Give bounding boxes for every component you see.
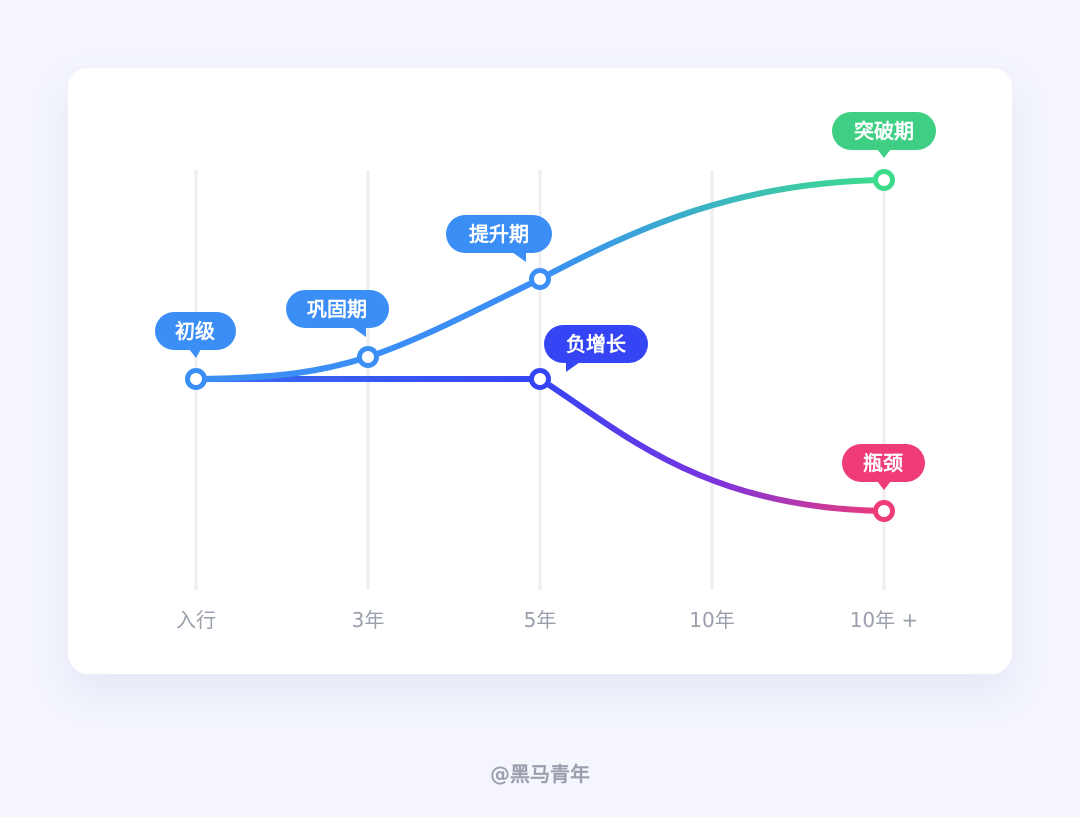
node-negative <box>529 368 551 390</box>
label-consolidate: 巩固期 <box>307 297 367 321</box>
bubble-promote: 提升期 <box>446 215 552 262</box>
node-promote <box>529 268 551 290</box>
label-promote: 提升期 <box>469 222 529 246</box>
label-negative: 负增长 <box>566 332 627 356</box>
bubble-junior: 初级 <box>155 312 236 358</box>
x-axis-labels: 入行 3年 5年 10年 10年 + <box>176 608 918 632</box>
label-breakthrough: 突破期 <box>854 119 914 143</box>
axis-label: 3年 <box>352 608 385 632</box>
bubble-consolidate: 巩固期 <box>286 290 389 337</box>
bubble-breakthrough: 突破期 <box>832 112 936 158</box>
bubble-bottleneck: 瓶颈 <box>842 444 925 490</box>
nodes <box>185 169 895 522</box>
axis-label: 10年 + <box>850 608 919 632</box>
label-junior: 初级 <box>175 319 215 343</box>
axis-label: 入行 <box>176 608 216 632</box>
axis-label: 5年 <box>524 608 557 632</box>
axis-label: 10年 <box>689 608 734 632</box>
credit-watermark: @黑马青年 <box>490 762 590 786</box>
growth-path <box>193 177 887 382</box>
bubble-negative: 负增长 <box>544 325 648 372</box>
node-junior <box>185 368 207 390</box>
node-bottleneck <box>873 500 895 522</box>
node-breakthrough <box>873 169 895 191</box>
label-bottleneck: 瓶颈 <box>863 451 903 475</box>
node-consolidate <box>357 346 379 368</box>
negative-growth-path <box>193 376 887 514</box>
